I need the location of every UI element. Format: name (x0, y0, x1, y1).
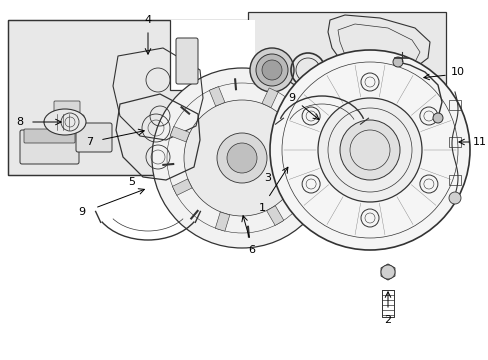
Text: 4: 4 (144, 15, 151, 25)
Circle shape (262, 60, 282, 80)
Polygon shape (170, 126, 189, 142)
Circle shape (217, 133, 266, 183)
Text: 10: 10 (450, 67, 464, 77)
Text: 1: 1 (258, 203, 265, 213)
Circle shape (317, 98, 421, 202)
Text: 2: 2 (384, 315, 391, 325)
Polygon shape (172, 179, 192, 195)
Ellipse shape (44, 109, 86, 135)
FancyBboxPatch shape (170, 20, 254, 90)
Ellipse shape (362, 103, 376, 113)
FancyBboxPatch shape (247, 12, 445, 172)
Text: 9: 9 (78, 207, 85, 217)
Circle shape (339, 120, 399, 180)
Circle shape (392, 57, 402, 67)
FancyBboxPatch shape (76, 123, 112, 152)
Polygon shape (295, 130, 314, 145)
FancyBboxPatch shape (20, 130, 79, 164)
Circle shape (226, 143, 257, 173)
Circle shape (183, 100, 299, 216)
Polygon shape (380, 264, 394, 280)
Ellipse shape (355, 86, 383, 98)
Circle shape (380, 265, 394, 279)
Text: 8: 8 (17, 117, 23, 127)
Circle shape (363, 116, 375, 128)
Text: 6: 6 (248, 245, 255, 255)
Polygon shape (266, 206, 283, 225)
FancyBboxPatch shape (54, 101, 80, 113)
Circle shape (152, 68, 331, 248)
Circle shape (448, 192, 460, 204)
Circle shape (269, 50, 469, 250)
Polygon shape (215, 212, 229, 231)
Text: 5: 5 (128, 177, 135, 187)
Text: 3: 3 (264, 173, 271, 183)
Polygon shape (262, 88, 278, 108)
Circle shape (249, 48, 293, 92)
Circle shape (432, 113, 442, 123)
FancyBboxPatch shape (8, 20, 254, 175)
FancyBboxPatch shape (24, 129, 75, 143)
Text: 7: 7 (86, 137, 93, 147)
Polygon shape (209, 87, 224, 106)
Text: 11: 11 (472, 137, 486, 147)
FancyBboxPatch shape (54, 115, 84, 129)
FancyBboxPatch shape (176, 38, 198, 84)
Text: 9: 9 (288, 93, 295, 103)
Circle shape (256, 54, 287, 86)
